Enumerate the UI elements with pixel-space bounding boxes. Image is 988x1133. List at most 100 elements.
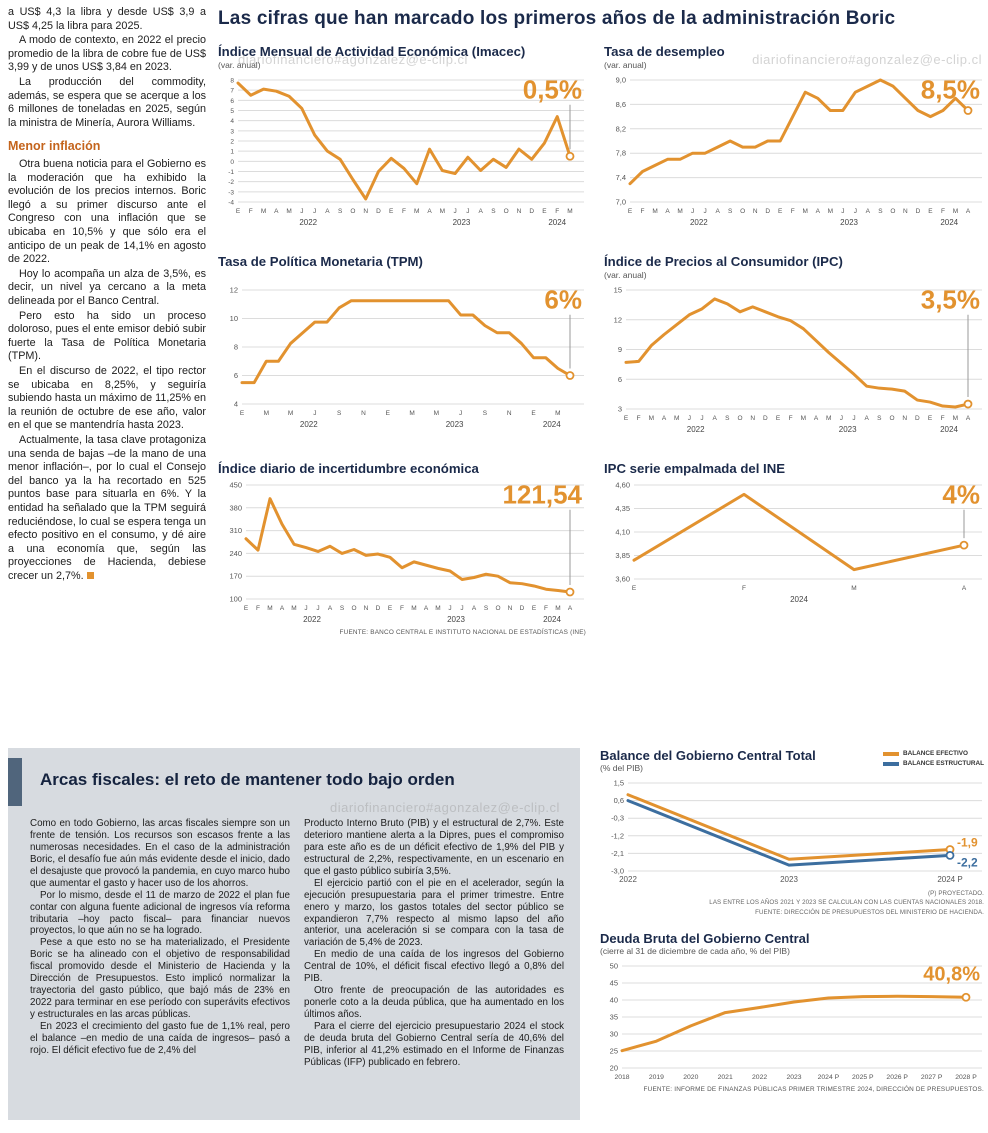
svg-text:S: S <box>483 410 488 417</box>
svg-text:M: M <box>434 410 439 417</box>
svg-text:A: A <box>665 208 670 215</box>
svg-text:7,8: 7,8 <box>616 149 626 158</box>
page-title: Las cifras que han marcado los primeros … <box>218 8 896 29</box>
arcas-fiscales-box: Arcas fiscales: el reto de mantener todo… <box>8 748 580 1120</box>
svg-text:F: F <box>249 208 253 215</box>
svg-text:170: 170 <box>229 572 242 581</box>
box-paragraph: Producto Interno Bruto (PIB) y el estruc… <box>304 818 564 877</box>
svg-text:J: J <box>316 605 319 612</box>
svg-text:450: 450 <box>229 481 242 490</box>
svg-text:E: E <box>928 415 933 422</box>
svg-text:2024 P: 2024 P <box>937 875 962 884</box>
svg-text:A: A <box>866 208 871 215</box>
svg-text:A: A <box>472 605 477 612</box>
svg-text:2024: 2024 <box>543 615 561 624</box>
article-paragraph: La producción del commodity, además, se … <box>8 75 206 129</box>
svg-text:F: F <box>641 208 645 215</box>
svg-text:2022: 2022 <box>300 420 318 429</box>
article-end-square <box>86 571 94 579</box>
svg-text:F: F <box>941 208 945 215</box>
svg-text:J: J <box>313 410 316 417</box>
svg-text:S: S <box>491 208 496 215</box>
svg-text:A: A <box>427 208 432 215</box>
svg-text:D: D <box>376 605 381 612</box>
svg-text:7,4: 7,4 <box>616 173 626 182</box>
svg-text:N: N <box>508 605 513 612</box>
article-paragraph: a US$ 4,3 la libra y desde US$ 3,9 a US$… <box>8 6 206 32</box>
svg-text:-1,9: -1,9 <box>957 835 978 849</box>
svg-text:8,2: 8,2 <box>616 124 626 133</box>
svg-text:D: D <box>376 208 381 215</box>
svg-text:J: J <box>460 605 463 612</box>
chart-title: Tasa de desempleo <box>604 44 725 59</box>
svg-text:N: N <box>902 415 907 422</box>
svg-text:M: M <box>440 208 445 215</box>
svg-text:N: N <box>750 415 755 422</box>
svg-text:M: M <box>414 208 419 215</box>
svg-text:F: F <box>400 605 404 612</box>
svg-text:M: M <box>652 208 657 215</box>
svg-text:O: O <box>740 208 745 215</box>
svg-text:2021: 2021 <box>718 1074 733 1081</box>
chart-title: Índice de Precios al Consumidor (IPC) <box>604 254 843 269</box>
svg-text:3: 3 <box>618 405 622 414</box>
legend-swatch-orange <box>883 751 900 756</box>
svg-text:O: O <box>737 415 742 422</box>
svg-text:M: M <box>261 208 266 215</box>
svg-text:A: A <box>424 605 429 612</box>
svg-text:2022: 2022 <box>752 1074 767 1081</box>
svg-text:2020: 2020 <box>683 1074 698 1081</box>
svg-text:E: E <box>389 208 394 215</box>
svg-text:A: A <box>715 208 720 215</box>
svg-text:E: E <box>531 410 536 417</box>
svg-text:D: D <box>763 415 768 422</box>
svg-text:7: 7 <box>230 88 234 95</box>
box-title: Arcas fiscales: el reto de mantener todo… <box>40 770 455 789</box>
box-columns: Como en todo Gobierno, las arcas fiscale… <box>8 806 580 1069</box>
svg-text:N: N <box>363 208 368 215</box>
svg-text:-2,2: -2,2 <box>957 855 978 869</box>
svg-text:0,5%: 0,5% <box>523 75 582 105</box>
svg-text:E: E <box>928 208 933 215</box>
svg-text:D: D <box>915 415 920 422</box>
svg-text:J: J <box>688 415 691 422</box>
box-paragraph: El ejercicio partió con el pie en el ace… <box>304 877 564 949</box>
note-fuente: FUENTE: DIRECCIÓN DE PRESUPUESTOS DEL MI… <box>755 908 984 916</box>
box-paragraph: En 2023 el crecimiento del gasto fue de … <box>30 1020 290 1056</box>
svg-text:J: J <box>459 410 462 417</box>
balance-titles: Balance del Gobierno Central Total (% de… <box>600 748 816 775</box>
svg-text:F: F <box>402 208 406 215</box>
svg-text:M: M <box>291 605 296 612</box>
svg-text:S: S <box>340 605 345 612</box>
svg-text:M: M <box>409 410 414 417</box>
svg-text:4,10: 4,10 <box>615 528 630 537</box>
svg-text:J: J <box>703 208 706 215</box>
svg-text:12: 12 <box>230 286 238 295</box>
svg-text:2023: 2023 <box>840 218 858 227</box>
svg-text:2022: 2022 <box>299 218 317 227</box>
article-paragraph: Hoy lo acompaña un alza de 3,5%, es deci… <box>8 267 206 308</box>
svg-text:D: D <box>529 208 534 215</box>
svg-text:J: J <box>304 605 307 612</box>
box-paragraph: Otro frente de preocupación de las autor… <box>304 985 564 1020</box>
ipc-plot: 15 12 9 6 3 E F M A M J J A S O N D E F M A M J J A S O N D E F M A 2022 2… <box>604 282 984 437</box>
svg-text:J: J <box>852 415 855 422</box>
charts-grid: Índice Mensual de Actividad Económica (I… <box>218 44 984 636</box>
left-article-column: a US$ 4,3 la libra y desde US$ 3,9 a US$… <box>8 6 206 585</box>
svg-text:M: M <box>677 208 682 215</box>
svg-text:12: 12 <box>614 315 622 324</box>
svg-text:6: 6 <box>618 375 622 384</box>
chart-title: Índice Mensual de Actividad Económica (I… <box>218 44 526 59</box>
svg-text:7,0: 7,0 <box>616 198 626 207</box>
svg-text:E: E <box>240 410 245 417</box>
svg-text:F: F <box>791 208 795 215</box>
balance-legend: BALANCE EFECTIVO BALANCE ESTRUCTURAL <box>883 750 984 770</box>
svg-text:S: S <box>725 415 730 422</box>
svg-text:A: A <box>814 415 819 422</box>
svg-text:2026 P: 2026 P <box>886 1074 908 1081</box>
svg-text:O: O <box>350 208 355 215</box>
tpm-plot: 12 10 8 6 4 E M M J S N E M M J S N E M 2022 2023 2024 6% <box>218 282 586 432</box>
svg-text:N: N <box>361 410 366 417</box>
chart-balance: Balance del Gobierno Central Total (% de… <box>600 748 984 917</box>
svg-text:100: 100 <box>229 595 242 604</box>
